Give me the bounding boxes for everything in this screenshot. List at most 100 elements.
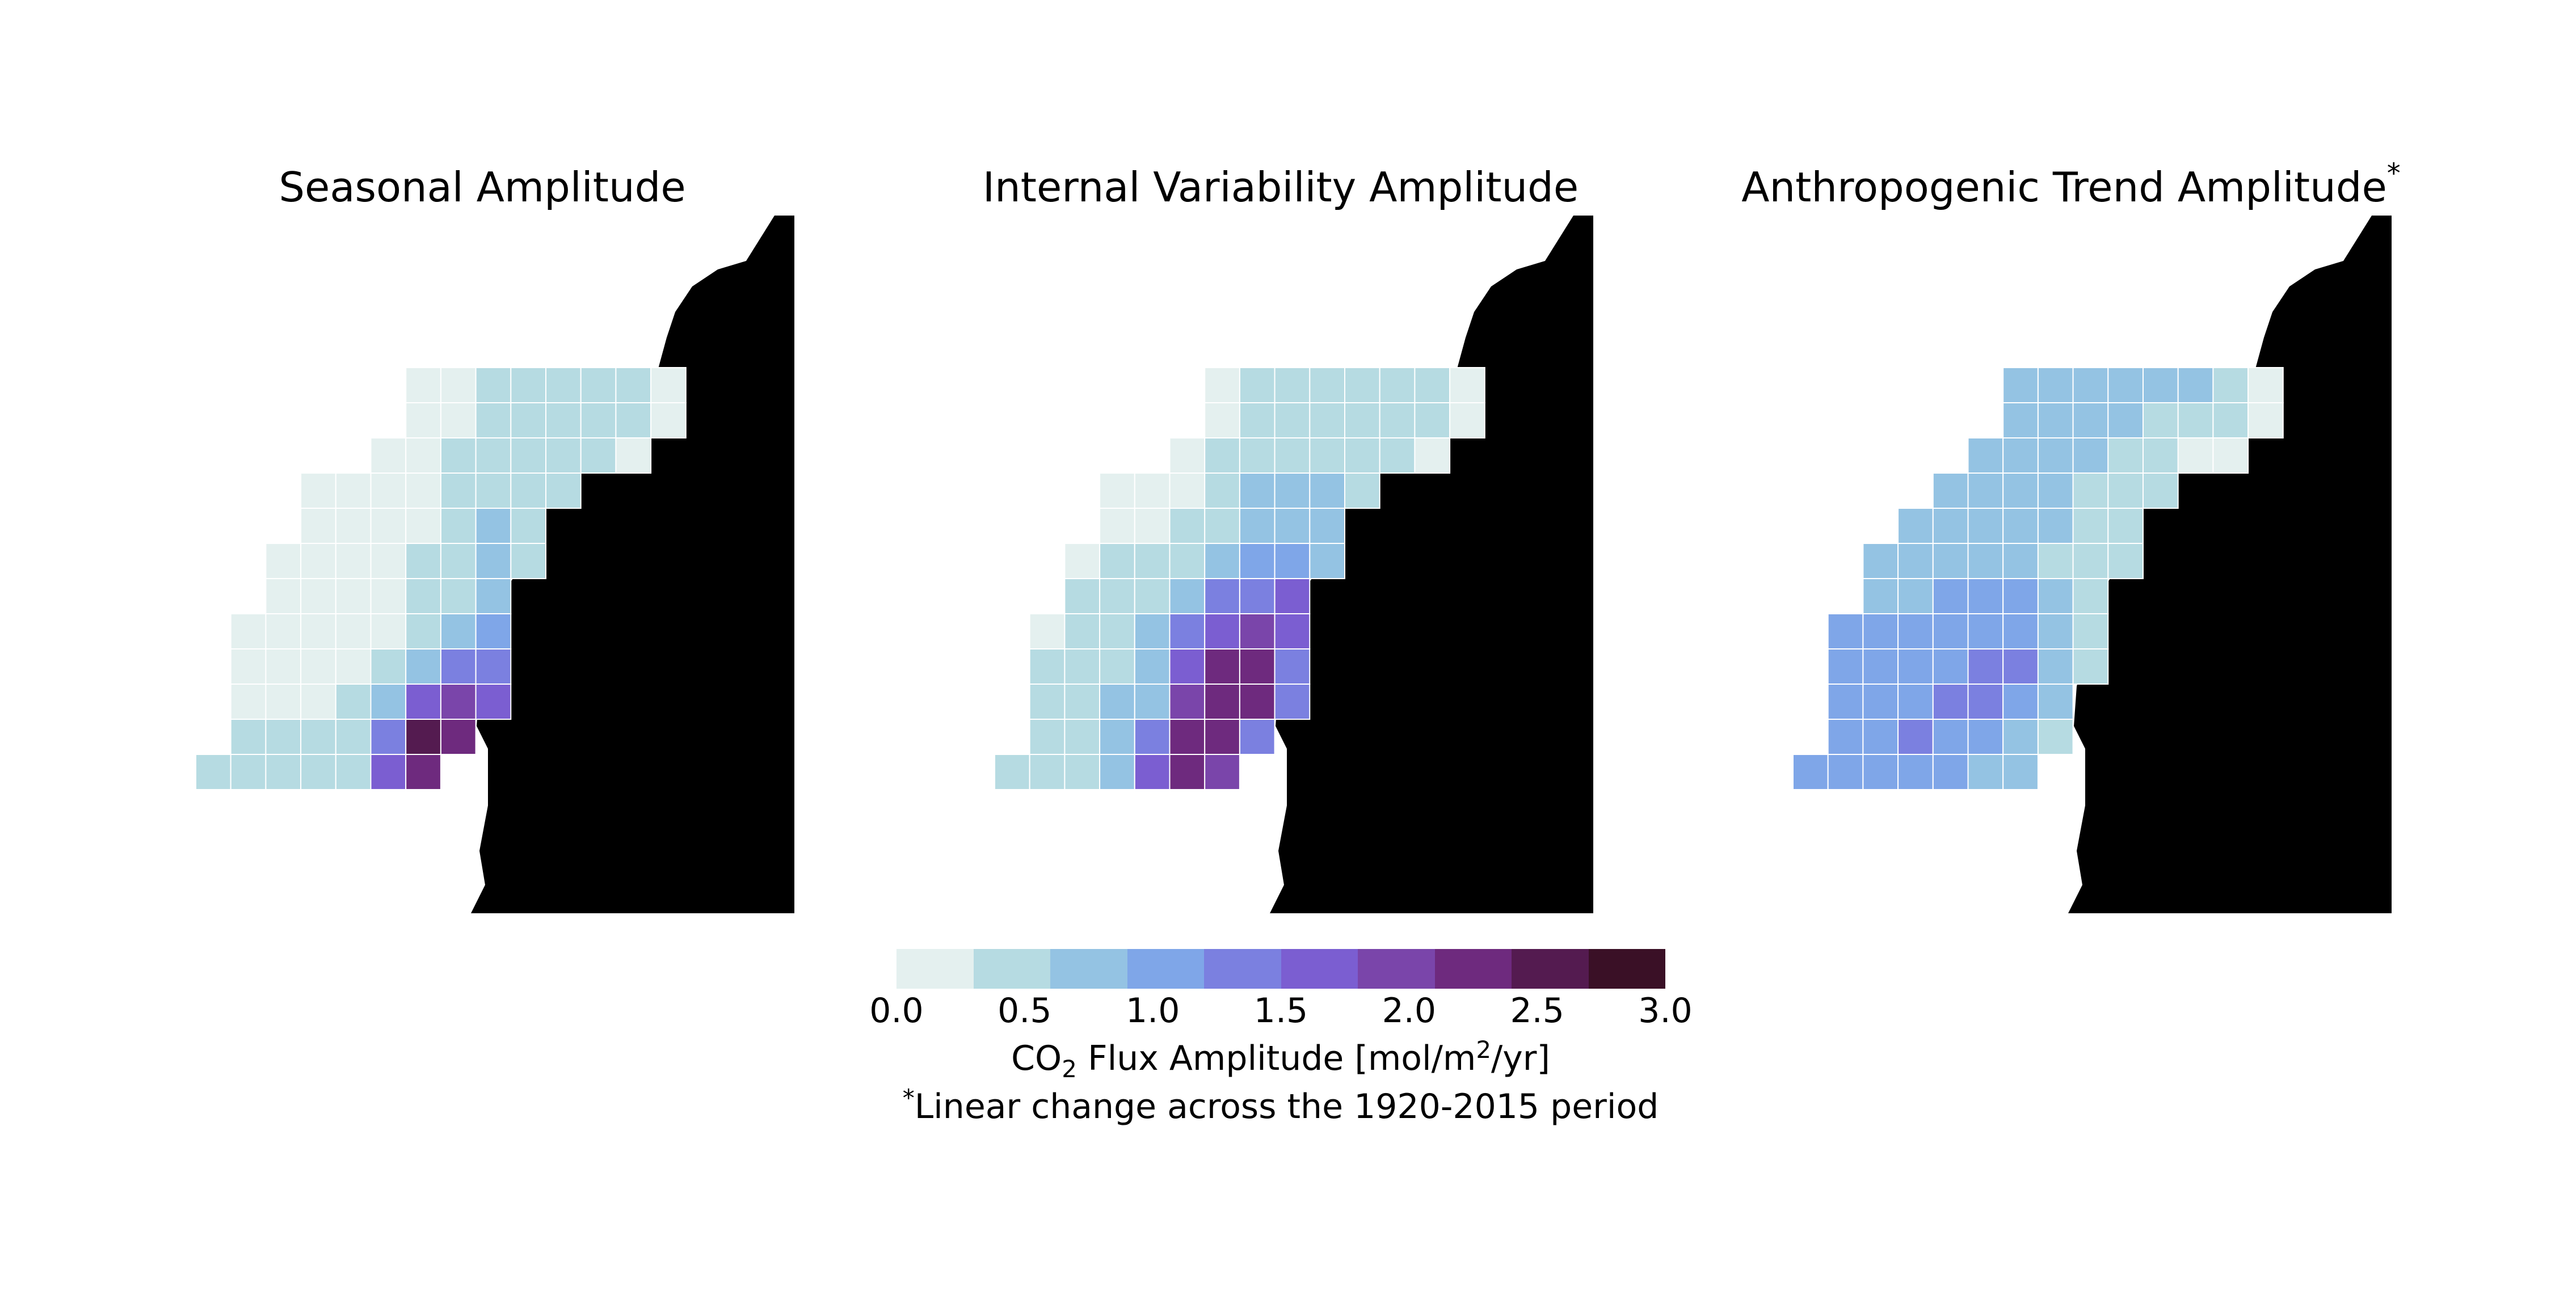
grid-cell xyxy=(1827,648,1864,685)
grid-cell xyxy=(1169,613,1206,649)
map-panel-internal xyxy=(994,216,1593,913)
grid-cell xyxy=(510,437,546,474)
grid-cell xyxy=(1134,648,1171,685)
grid-cell xyxy=(2037,684,2074,720)
grid-cell xyxy=(1274,437,1311,474)
colorbar-tick-label: 1.0 xyxy=(1125,991,1180,1031)
grid-cell xyxy=(1204,402,1240,438)
grid-cell xyxy=(1099,754,1135,790)
grid-cell xyxy=(2002,684,2039,720)
panel-title-seasonal: Seasonal Amplitude xyxy=(279,163,686,211)
colorbar-tick-label: 2.5 xyxy=(1510,991,1564,1031)
grid-cell xyxy=(1827,613,1864,649)
grid-cell xyxy=(335,648,372,685)
grid-cell xyxy=(1862,543,1899,579)
grid-cell xyxy=(440,473,477,509)
grid-cell xyxy=(300,754,336,790)
grid-cell xyxy=(1967,508,2004,544)
grid-cell xyxy=(1274,402,1311,438)
grid-cell xyxy=(1099,684,1135,720)
grid-cell xyxy=(405,684,441,720)
grid-cell xyxy=(2002,754,2039,790)
grid-cell xyxy=(1827,754,1864,790)
colorbar xyxy=(896,949,1665,989)
grid-cell xyxy=(1099,648,1135,685)
grid-cell xyxy=(475,684,512,720)
grid-cell xyxy=(1344,473,1380,509)
grid-cell xyxy=(580,437,617,474)
grid-cell xyxy=(2072,367,2109,403)
grid-cell xyxy=(1239,613,1276,649)
grid-cell xyxy=(1932,508,1969,544)
grid-cell xyxy=(1239,367,1276,403)
grid-cell xyxy=(370,754,407,790)
grid-cell xyxy=(405,754,441,790)
grid-cell xyxy=(1932,613,1969,649)
panel-title-anthropogenic: Anthropogenic Trend Amplitude* xyxy=(1741,158,2401,211)
grid-cell xyxy=(1204,613,1240,649)
grid-cell xyxy=(1967,648,2004,685)
grid-cell xyxy=(405,508,441,544)
grid-cell xyxy=(1274,578,1311,614)
grid-cell xyxy=(1064,648,1101,685)
grid-cell xyxy=(2002,613,2039,649)
grid-cell xyxy=(1309,437,1345,474)
grid-cell xyxy=(1274,684,1311,720)
grid-cell xyxy=(1239,578,1276,614)
grid-cell xyxy=(1204,543,1240,579)
grid-cell xyxy=(440,402,477,438)
grid-cell xyxy=(2212,367,2249,403)
colorbar-segment xyxy=(1050,949,1127,989)
grid-cell xyxy=(475,437,512,474)
grid-cell xyxy=(1239,719,1276,755)
grid-cell xyxy=(2072,508,2109,544)
grid-cell xyxy=(1897,578,1934,614)
grid-cell xyxy=(2143,367,2179,403)
grid-cell xyxy=(1134,473,1171,509)
grid-cell xyxy=(1897,684,1934,720)
grid-cell xyxy=(1169,578,1206,614)
grid-cell xyxy=(475,473,512,509)
grid-cell xyxy=(1134,613,1171,649)
grid-cell xyxy=(440,578,477,614)
grid-cell xyxy=(1932,684,1969,720)
grid-cell xyxy=(265,754,302,790)
grid-cell xyxy=(1239,684,1276,720)
grid-cell xyxy=(370,543,407,579)
grid-cell xyxy=(1862,578,1899,614)
grid-cell xyxy=(1309,473,1345,509)
grid-cell xyxy=(545,437,582,474)
grid-cell xyxy=(265,613,302,649)
grid-cell xyxy=(2002,508,2039,544)
grid-cell xyxy=(1064,684,1101,720)
grid-cell xyxy=(230,684,267,720)
grid-cell xyxy=(405,613,441,649)
colorbar-tick-label: 0.5 xyxy=(997,991,1052,1031)
grid-cell xyxy=(230,754,267,790)
grid-cell xyxy=(300,719,336,755)
grid-cell xyxy=(1204,578,1240,614)
grid-cell xyxy=(545,402,582,438)
grid-cell xyxy=(1204,437,1240,474)
grid-cell xyxy=(440,543,477,579)
grid-cell xyxy=(1099,543,1135,579)
grid-cell xyxy=(2107,437,2144,474)
grid-cell xyxy=(1827,684,1864,720)
grid-cell xyxy=(370,648,407,685)
grid-cell xyxy=(475,543,512,579)
grid-cell xyxy=(440,508,477,544)
grid-cell xyxy=(265,684,302,720)
grid-cell xyxy=(615,437,652,474)
grid-cell xyxy=(1414,437,1451,474)
grid-cell xyxy=(300,648,336,685)
grid-cell xyxy=(440,367,477,403)
grid-cell xyxy=(475,508,512,544)
grid-cell xyxy=(1967,684,2004,720)
grid-cell xyxy=(1344,367,1380,403)
grid-cell xyxy=(1064,719,1101,755)
grid-cell xyxy=(545,473,582,509)
grid-cell xyxy=(1274,648,1311,685)
grid-cell xyxy=(1239,543,1276,579)
grid-cell xyxy=(1932,543,1969,579)
grid-cell xyxy=(615,402,652,438)
